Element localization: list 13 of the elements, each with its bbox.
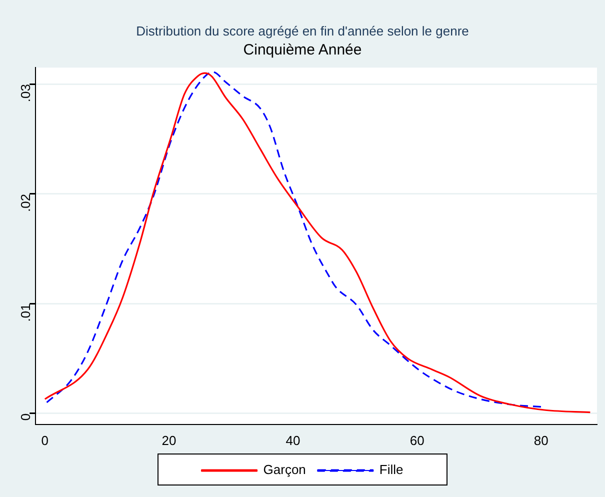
legend-label: Garçon — [263, 462, 306, 478]
x-tick-label: 60 — [410, 432, 424, 448]
x-tick-label: 40 — [286, 432, 300, 448]
x-tick-label: 80 — [534, 432, 548, 448]
y-tick-label: .03 — [18, 84, 34, 102]
y-tick-label: .01 — [18, 304, 34, 322]
legend-label: Fille — [379, 462, 404, 478]
x-tick-label: 20 — [162, 432, 176, 448]
chart-subtitle: Cinquième Année — [243, 42, 362, 59]
chart-title: Distribution du score agrégé en fin d'année selon le genre — [136, 23, 469, 38]
x-tick-label: 0 — [41, 432, 49, 448]
y-tick-label: 0 — [18, 413, 34, 421]
y-tick-label: .02 — [18, 194, 34, 212]
